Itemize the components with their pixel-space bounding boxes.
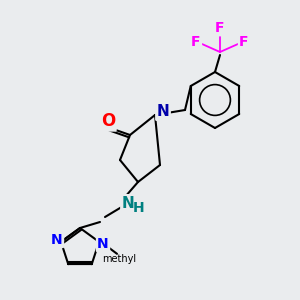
Text: F: F <box>215 21 225 35</box>
Text: methyl: methyl <box>102 254 136 264</box>
Text: N: N <box>157 104 169 119</box>
Text: O: O <box>101 112 115 130</box>
Text: H: H <box>133 201 145 215</box>
Text: N: N <box>122 196 134 211</box>
Text: N: N <box>51 233 63 247</box>
Text: F: F <box>239 35 249 49</box>
Text: N: N <box>97 237 109 251</box>
Text: F: F <box>191 35 201 49</box>
